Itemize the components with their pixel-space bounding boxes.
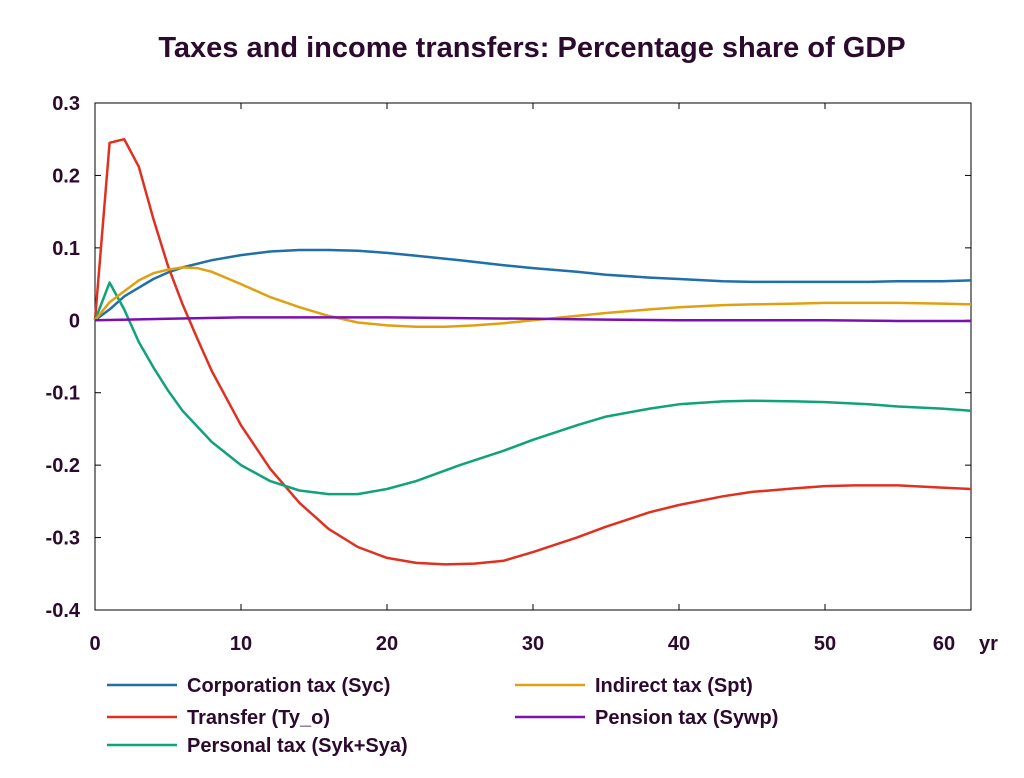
x-tick-label: 40 [668,633,690,655]
y-tick-label: -0.4 [46,600,81,622]
plot-border [94,102,972,611]
series-lines [93,137,972,566]
chart-title: Taxes and income transfers: Percentage s… [158,32,906,64]
y-tick-label: 0.3 [52,93,80,115]
legend-label-personal-tax-syk-sya: Personal tax (Syk+Sya) [187,735,408,757]
x-tick-label: 10 [230,633,252,655]
plot-frame [94,102,972,611]
series-line-pension-tax-sywp [94,316,971,323]
series-line-indirect-tax-spt [94,266,972,329]
x-tick-label: 20 [376,633,398,655]
y-tick-label: 0.1 [52,238,80,260]
y-axis: -0.4 -0.3 -0.2 -0.1 0 0.1 0.2 0.3 [46,93,971,622]
x-tick-label: 30 [522,633,544,655]
x-unit-label: yr [979,633,998,655]
x-tick-label: 50 [814,633,836,655]
series-line-transfer-ty-o [93,137,972,566]
legend: Corporation tax (Syc) Transfer (Ty_o) Pers… [107,675,778,757]
y-tick-label: -0.2 [46,455,80,477]
y-tick-label: -0.3 [46,528,80,550]
legend-label-transfer-ty-o: Transfer (Ty_o) [187,707,330,729]
series-line-personal-tax-syk-sya [93,281,972,496]
x-axis: 0 10 20 30 40 50 60 yr [89,103,998,655]
x-tick-label: 0 [89,633,100,655]
y-tick-label: 0.2 [52,165,80,187]
x-tick-label: 60 [933,633,955,655]
legend-label-pension-tax-sywp: Pension tax (Sywp) [595,707,778,729]
y-tick-label: -0.1 [46,383,80,405]
legend-label-indirect-tax-spt: Indirect tax (Spt) [595,675,753,697]
legend-label-corporation-tax-syc: Corporation tax (Syc) [187,675,390,697]
y-tick-label: 0 [69,310,80,332]
series-line-corporation-tax-syc [94,248,972,322]
